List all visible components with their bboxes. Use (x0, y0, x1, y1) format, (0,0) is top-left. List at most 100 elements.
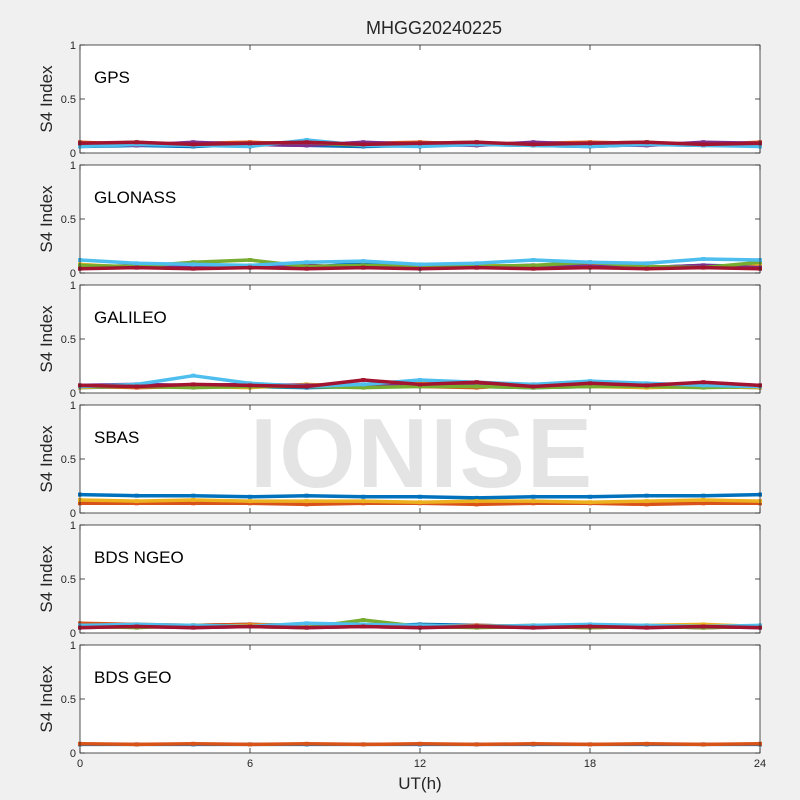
y-tick-label: 0.5 (61, 334, 76, 346)
data-point (531, 625, 536, 630)
data-point (418, 384, 422, 389)
data-point (191, 741, 196, 746)
data-point (418, 141, 422, 146)
data-point (134, 384, 139, 389)
y-tick-label: 0 (70, 748, 76, 760)
y-tick-label: 1 (70, 280, 76, 292)
data-point (191, 493, 196, 498)
data-point (134, 624, 139, 629)
data-point (474, 499, 479, 504)
data-point (361, 618, 366, 622)
data-point (644, 261, 649, 266)
data-point (191, 501, 196, 506)
data-point (248, 742, 252, 747)
data-point (134, 501, 139, 506)
x-tick-label: 12 (414, 758, 426, 770)
data-point (191, 260, 196, 265)
data-point (644, 264, 649, 269)
data-point (644, 140, 649, 145)
data-point (361, 494, 366, 499)
data-point (248, 499, 252, 504)
data-point (644, 499, 649, 504)
data-point (701, 383, 706, 388)
data-point (701, 380, 706, 385)
data-point (191, 498, 196, 502)
y-tick-label: 0 (70, 388, 76, 400)
data-point (474, 624, 479, 629)
data-point (304, 621, 309, 626)
data-point (588, 624, 592, 629)
data-point (418, 500, 422, 505)
data-point (361, 265, 366, 270)
data-point (361, 259, 366, 264)
data-point (701, 257, 706, 261)
panel-bds-geo: 0 0.5 1 BDS GEO S4 Index (37, 640, 762, 760)
y-tick-label: 0 (70, 268, 76, 280)
data-point (474, 742, 479, 747)
data-point (644, 741, 649, 746)
data-point (248, 624, 252, 629)
y-tick-label: 1 (70, 640, 76, 652)
panel-label: GLONASS (94, 188, 176, 207)
data-point (304, 143, 309, 148)
data-point (191, 140, 196, 145)
data-point (361, 742, 366, 747)
panel-label: BDS GEO (94, 668, 171, 687)
data-point (644, 623, 649, 628)
data-point (304, 499, 309, 504)
data-point (361, 263, 366, 268)
data-point (134, 622, 139, 627)
data-point (304, 625, 309, 630)
panel-bds-ngeo: 0 0.5 1 BDS NGEO S4 Index (37, 520, 762, 640)
data-point (191, 142, 196, 147)
data-point (134, 261, 139, 266)
data-point (304, 493, 309, 498)
data-point (248, 141, 252, 146)
data-point (304, 138, 309, 142)
data-point (531, 623, 536, 628)
data-point (418, 625, 422, 630)
x-tick-label: 24 (754, 758, 766, 770)
y-tick-label: 0.5 (61, 574, 76, 586)
data-point (701, 742, 706, 747)
data-point (531, 140, 536, 145)
data-point (191, 262, 196, 267)
data-point (418, 380, 422, 385)
data-point (248, 383, 252, 388)
panel-glonass: 0 0.5 1 GLONASS S4 Index (37, 160, 762, 280)
data-point (701, 498, 706, 502)
plot-area (80, 45, 760, 153)
data-point (134, 140, 139, 145)
data-point (248, 501, 252, 506)
data-point (134, 742, 139, 747)
plot-area (80, 165, 760, 273)
x-axis-label: UT(h) (398, 774, 441, 793)
x-tick-label: 6 (247, 758, 253, 770)
y-tick-label: 1 (70, 400, 76, 412)
data-point (588, 144, 592, 149)
plot-area (80, 525, 760, 633)
y-axis-label: S4 Index (37, 185, 56, 253)
data-point (474, 140, 479, 145)
data-point (361, 378, 366, 382)
data-point (248, 265, 252, 270)
data-point (644, 383, 649, 388)
data-point (304, 260, 309, 265)
data-point (644, 266, 649, 271)
data-point (191, 373, 196, 378)
data-point (418, 494, 422, 499)
panel-gps: 0 0.5 1 GPS S4 Index (37, 40, 762, 160)
figure-title: MHGG20240225 (366, 18, 502, 38)
panel-label: GPS (94, 68, 130, 87)
data-point (361, 499, 366, 504)
data-point (191, 623, 196, 628)
y-tick-label: 1 (70, 160, 76, 172)
data-point (248, 144, 252, 149)
data-point (588, 384, 592, 389)
plot-area (80, 645, 760, 753)
y-tick-label: 0.5 (61, 94, 76, 106)
y-tick-label: 1 (70, 520, 76, 532)
data-point (474, 265, 479, 270)
data-point (361, 622, 366, 627)
